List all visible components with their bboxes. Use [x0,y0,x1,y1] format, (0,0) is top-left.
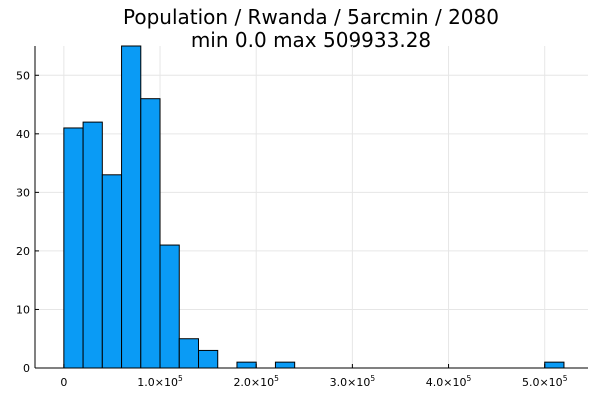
x-tick-label-4: 4.0×105 [426,374,472,389]
histogram-bar-7 [197,349,219,369]
histogram-bar-4 [140,98,161,369]
y-tick-label-4: 40 [16,128,30,141]
axes [34,46,588,369]
histogram-bar-9 [274,361,296,369]
x-tick-label-1: 1.0×105 [137,374,183,389]
tick-labels: 0 1.0×105 2.0×105 3.0×105 4.0×105 5.0×105 0 10 2… [16,69,568,389]
y-tick-label-1: 10 [16,303,30,316]
histogram-bar-0 [63,127,84,369]
chart-title: Population / Rwanda / 5arcmin / 2080 [123,5,499,29]
histogram-bar-3 [121,45,142,369]
x-tick-label-5: 5.0×105 [522,374,568,389]
histogram-bar-5 [159,244,180,369]
y-tick-label-3: 30 [16,186,30,199]
x-tick-label-3: 3.0×105 [330,374,376,389]
histogram-bar-10 [544,361,565,369]
histogram-bar-2 [101,174,123,369]
bars [63,45,565,369]
y-tick-label-5: 50 [16,69,30,82]
x-tick-label-0: 0 [60,376,67,389]
y-tick-label-0: 0 [23,362,30,375]
histogram-bar-1 [82,121,103,369]
y-tick-label-2: 20 [16,245,30,258]
histogram-bar-8 [236,361,257,369]
histogram-bar-6 [178,338,199,369]
chart-subtitle: min 0.0 max 509933.28 [191,28,431,52]
x-tick-label-2: 2.0×105 [233,374,279,389]
